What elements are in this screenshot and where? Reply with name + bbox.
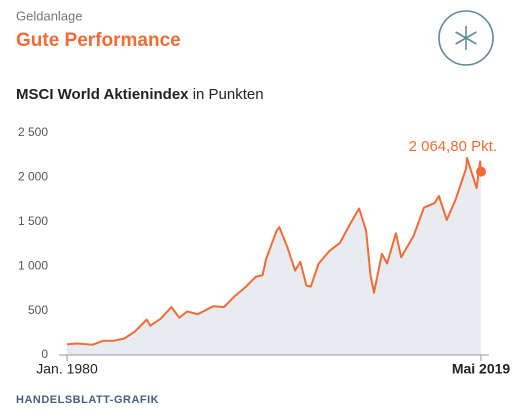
y-tick-label: 2 000 [18, 170, 48, 184]
subtitle-rest: in Punkten [193, 86, 264, 103]
subtitle: MSCI World Aktienindex in Punkten [16, 86, 264, 103]
area [67, 157, 481, 355]
annotation: 2 064,80 Pkt. [409, 138, 497, 155]
kicker: Geldanlage [16, 8, 83, 23]
y-tick-label: 0 [41, 347, 48, 361]
x-tick-label: Mai 2019 [452, 361, 511, 377]
y-tick-label: 1 000 [18, 258, 48, 272]
last-point [476, 166, 486, 177]
asterisk-icon [438, 10, 494, 66]
chart-title: Gute Performance [16, 30, 181, 51]
line [66, 156, 482, 346]
y-tick-label: 2 500 [18, 125, 48, 139]
x-tick-label: Jan. 1980 [36, 361, 98, 377]
source: HANDELSBLATT-GRAFIK [16, 394, 159, 406]
y-tick-label: 500 [28, 303, 48, 317]
subtitle-bold: MSCI World Aktienindex [16, 86, 189, 103]
y-tick-label: 1 500 [18, 214, 48, 228]
